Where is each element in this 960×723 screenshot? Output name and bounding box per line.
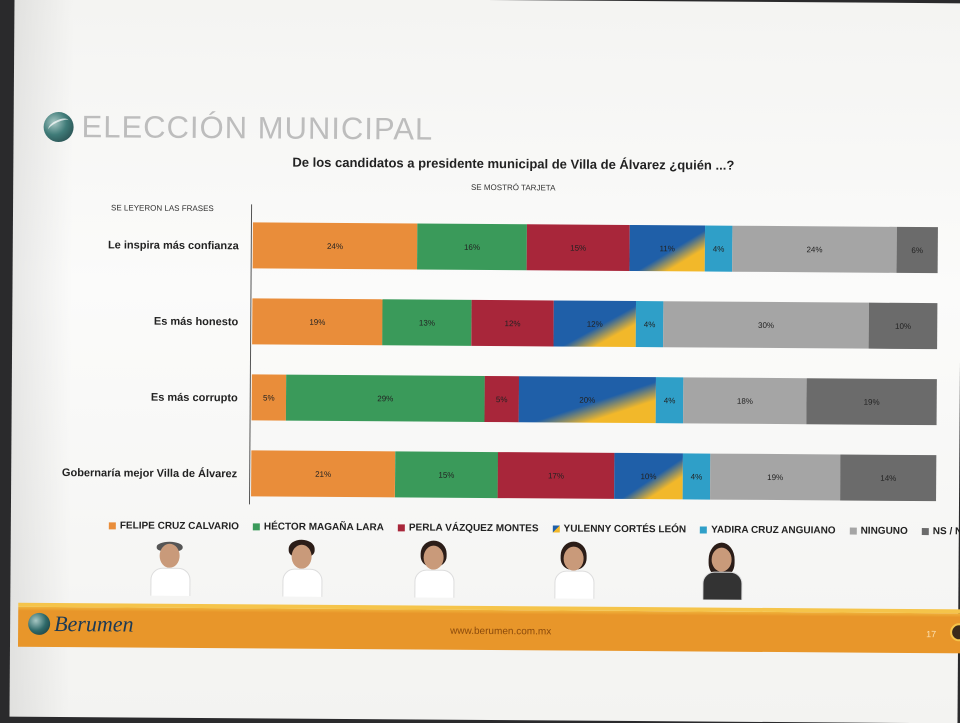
legend-item: HÉCTOR MAGAÑA LARA — [252, 521, 384, 534]
bar-segment — [635, 301, 664, 348]
legend-swatch — [397, 524, 405, 532]
bar-segment — [732, 225, 897, 273]
legend-label: YULENNY CORTÉS LEÓN — [563, 523, 687, 536]
data-label: 6% — [911, 246, 923, 255]
legend-swatch — [849, 527, 857, 535]
legend-swatch — [921, 528, 929, 536]
data-label: 19% — [864, 398, 880, 407]
legend-swatch — [252, 523, 260, 531]
data-label: 29% — [377, 394, 393, 403]
bar-segment — [251, 450, 396, 498]
data-label: 30% — [758, 321, 774, 330]
data-label: 15% — [570, 244, 586, 253]
legend-item: PERLA VÁZQUEZ MONTES — [397, 522, 539, 535]
legend-swatch — [108, 522, 116, 530]
bar-segment — [806, 378, 937, 426]
data-label: 24% — [327, 242, 343, 251]
category-label: Es más corrupto — [151, 392, 238, 405]
data-label: 4% — [691, 472, 703, 481]
legend-label: FELIPE CRUZ CALVARIO — [119, 520, 239, 533]
legend-swatch — [700, 526, 708, 534]
bar-segment — [704, 225, 733, 272]
bar-segment — [251, 374, 287, 421]
bar-segment — [484, 375, 520, 423]
data-label: 19% — [767, 473, 783, 482]
data-label: 20% — [579, 396, 595, 405]
badge-icon — [950, 623, 960, 642]
data-label: 15% — [438, 471, 454, 480]
data-label: 11% — [659, 244, 674, 253]
footer-logo: Berumen — [28, 611, 134, 638]
data-label: 24% — [806, 245, 822, 254]
legend-item: NS / NR — [921, 526, 960, 538]
candidate-photo-felipe — [146, 536, 192, 596]
bar-segment — [629, 225, 706, 272]
stacked-bar-chart: 24% 16% 15% 11% 4% 24% 6% 19% 13% 12% 12% 4% 30% 10% 5… — [62, 222, 938, 502]
bar-segment — [663, 301, 869, 349]
bar-segment — [868, 302, 938, 350]
data-label: 4% — [664, 396, 676, 405]
legend-label: NS / NR — [932, 526, 960, 538]
globe-icon — [28, 612, 51, 635]
bar-segment — [417, 223, 527, 271]
data-label: 17% — [548, 471, 564, 480]
legend-item: NINGUNO — [849, 525, 908, 537]
data-label: 10% — [640, 472, 656, 481]
footer-band: Berumen www.berumen.com.mx 17 — [17, 602, 960, 654]
bar-segment — [553, 300, 637, 348]
data-label: 18% — [737, 397, 753, 406]
bar-segment — [710, 453, 841, 501]
bar-segment — [896, 226, 938, 274]
data-label: 4% — [644, 320, 656, 329]
footer-url: www.berumen.com.mx — [450, 625, 552, 638]
data-label: 21% — [315, 470, 331, 479]
candidate-photo-yulenny — [550, 538, 596, 599]
legend-swatch — [552, 525, 560, 533]
legend-item: FELIPE CRUZ CALVARIO — [108, 520, 239, 533]
bar-segment — [382, 299, 472, 346]
data-label: 4% — [713, 245, 725, 254]
legend-label: NINGUNO — [860, 525, 908, 537]
bar-segment — [840, 454, 937, 502]
data-label: 5% — [263, 393, 275, 402]
legend-item: YULENNY CORTÉS LEÓN — [552, 523, 687, 536]
legend-label: HÉCTOR MAGAÑA LARA — [263, 521, 384, 534]
data-label: 16% — [464, 243, 480, 252]
data-label: 10% — [895, 322, 911, 331]
bar-segment — [252, 222, 418, 270]
data-label: 12% — [587, 320, 603, 329]
category-label: Gobernaría mejor Villa de Álvarez — [62, 466, 238, 480]
brand-name: Berumen — [54, 610, 134, 637]
bar-segment — [682, 453, 711, 500]
legend-label: PERLA VÁZQUEZ MONTES — [408, 522, 539, 535]
data-label: 12% — [505, 319, 521, 328]
legend-item: YADIRA CRUZ ANGUIANO — [700, 524, 836, 536]
data-label: 19% — [309, 318, 325, 327]
category-label: Es más honesto — [154, 316, 239, 329]
data-label: 14% — [880, 474, 896, 483]
bar-segment — [394, 451, 499, 499]
candidate-photo-yadira — [698, 539, 744, 600]
category-label: Le inspira más confianza — [108, 239, 240, 252]
candidate-photo-hector — [278, 537, 324, 597]
bar-segment — [683, 377, 807, 425]
data-label: 13% — [419, 319, 435, 328]
bar-segment — [252, 298, 383, 346]
printed-slide: ELECCIÓN MUNICIPAL De los candidatos a p… — [9, 0, 960, 723]
candidate-photo-perla — [410, 537, 456, 598]
bar-segment — [614, 452, 683, 500]
bar-segment — [518, 376, 656, 424]
page-number: 17 — [926, 629, 937, 640]
bar-segment — [526, 224, 630, 271]
bar-segment — [655, 377, 684, 424]
legend-label: YADIRA CRUZ ANGUIANO — [711, 524, 836, 537]
bar-segment — [285, 374, 485, 422]
bar-segment — [497, 452, 615, 499]
data-label: 5% — [496, 395, 508, 404]
bar-segment — [471, 299, 554, 347]
